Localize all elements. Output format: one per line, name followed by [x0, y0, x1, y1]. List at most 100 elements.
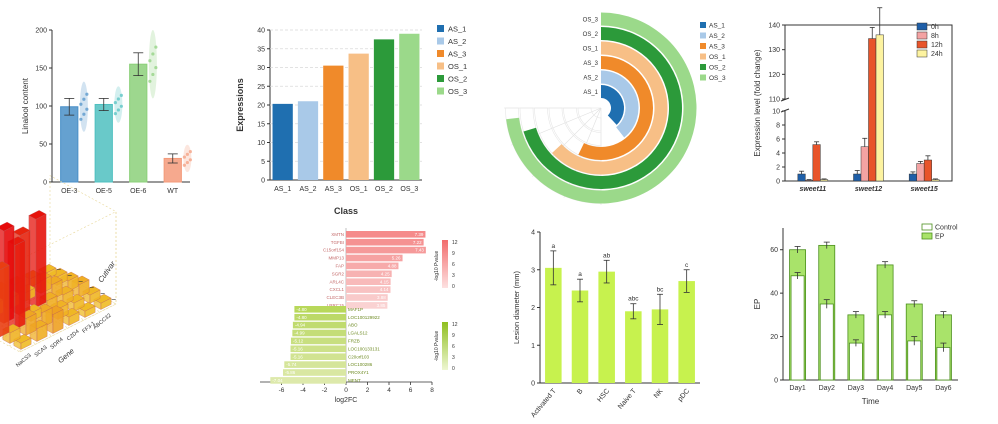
x-tick-label: sweet12 — [855, 186, 882, 193]
bar-up-TGFBI — [346, 238, 424, 246]
data-point — [148, 59, 152, 63]
gene-label-up: LRRC15 — [327, 303, 345, 308]
colorbar-up-tick: 6 — [452, 262, 455, 268]
x-tick-label: OE-5 — [96, 188, 112, 195]
data-point — [185, 160, 189, 165]
legend-swatch-OS_1 — [700, 53, 706, 60]
colorbar-up-tick: 3 — [452, 273, 455, 279]
gene-label-up: C15orf154 — [323, 248, 345, 253]
gene-label-down: MAF1P — [348, 307, 363, 312]
y-tick-label: 0 — [261, 178, 265, 185]
bar-OS_3 — [399, 33, 420, 180]
legend-label-OS_1: OS_1 — [709, 54, 726, 61]
panel-lesion-diameter: 0 1 2 3 4 Lesion diameter (mm) a Activated T a Ba… — [512, 230, 700, 419]
colorbar-up-tick: 9 — [452, 251, 455, 257]
y-axis-title: EP — [753, 299, 762, 310]
panel-sweet-fold-change: 0 2 4 6 8 10 110 120 130 140 Expression level (fol… — [753, 7, 953, 193]
bar-NK — [651, 309, 669, 383]
bar-HSC — [598, 271, 615, 383]
bar-down-LOC100129922 — [294, 313, 346, 321]
gene-tick-label: NaCS3 — [15, 353, 32, 369]
gene-label-down: FRZB — [348, 339, 360, 344]
legend-label-0h: 0h — [931, 24, 939, 31]
bar-sweet12-8h — [860, 146, 869, 182]
significance-letter: a — [552, 243, 556, 250]
radial-label-AS_3: AS_3 — [583, 61, 598, 67]
bar-sweet11-0h — [797, 173, 806, 182]
x-tick-label: -2 — [322, 387, 328, 394]
panel-expressions-class: 0 5 10 15 20 25 30 35 40 Expressions Class AS_1 AS_2… — [235, 25, 467, 217]
bar-control-Day3 — [848, 342, 863, 381]
bar-AS_3 — [323, 65, 344, 180]
x-tick-label: AS_1 — [274, 186, 291, 193]
y-axis-title: Expression level (fold change) — [753, 49, 762, 157]
colorbar-down-tick: 9 — [452, 333, 455, 339]
y-axis-title: Cutivar — [96, 259, 117, 284]
colorbar-up-tick: 0 — [452, 284, 455, 290]
gene-tick-label: ABCC32 — [92, 313, 112, 331]
x-tick-label: 8 — [430, 387, 434, 394]
x-axis-title: Gene — [56, 346, 76, 365]
y-tick-label: 140 — [768, 23, 780, 30]
legend-label-ep: EP — [935, 234, 945, 241]
radial-bar-AS_2 — [601, 70, 639, 138]
legend-swatch-AS_1 — [437, 25, 444, 32]
x-tick-label: Day5 — [906, 385, 922, 392]
y-tick-label: 120 — [768, 72, 780, 79]
bar3d-face-top — [13, 334, 32, 344]
value-label-down: -4.99 — [294, 331, 305, 336]
y-tick-label: 10 — [257, 140, 265, 147]
panel-3d-bars: 050100150200ExpressionNaCS3SCA3SDR4C2D4F… — [0, 175, 117, 369]
bar-up-CLEC3B — [346, 294, 388, 301]
gene-label-up: CXCL1 — [329, 287, 344, 292]
bar-control-Day4 — [878, 314, 893, 381]
legend-label-AS_3: AS_3 — [709, 44, 725, 51]
value-label-down: -5.74 — [286, 362, 297, 367]
data-point — [182, 163, 186, 167]
bar-Naive T — [625, 311, 642, 383]
bar3d-face-front — [35, 213, 47, 308]
y-tick-label: 0 — [531, 381, 535, 388]
x-tick-label: -4 — [300, 387, 306, 394]
bar3d-face-top — [12, 226, 31, 236]
y-tick-label: 3 — [531, 267, 535, 274]
radial-bar-AS_3 — [578, 56, 653, 161]
legend-swatch-12h — [916, 40, 928, 49]
value-label-up: 3.88 — [377, 295, 386, 300]
bar3d-face-top — [28, 210, 47, 220]
gene-label-down: LOC100133131 — [348, 346, 380, 351]
y-tick-label: 150 — [35, 66, 47, 73]
value-label-down: -7.04 — [272, 378, 283, 383]
y-tick-label: 20 — [770, 334, 778, 341]
data-point — [79, 102, 83, 106]
gene-label-up: TGFBI — [331, 240, 344, 245]
data-point — [113, 101, 117, 105]
y-tick-label: 0 — [776, 179, 780, 186]
data-point — [188, 150, 192, 154]
legend-swatch-OS_2 — [437, 75, 444, 82]
bar-pDC — [678, 281, 695, 383]
x-tick-label: HSC — [596, 388, 611, 404]
polar-grid-ring — [563, 107, 602, 146]
bar-sweet11-24h — [820, 179, 829, 182]
data-point — [154, 45, 158, 49]
value-label-down: -5.12 — [293, 339, 304, 344]
panel-ep-time: 0 20 40 60 EP Time Day1 Day2 Day3 Day4 Day5 Day6 Con… — [753, 223, 958, 406]
violin-shape — [148, 29, 157, 99]
bar-sweet12-24h — [875, 34, 884, 182]
x-tick-label: 0 — [344, 387, 348, 394]
legend-label-AS_1: AS_1 — [709, 23, 725, 30]
x-tick-label: OS_3 — [400, 186, 418, 193]
legend-label-12h: 12h — [931, 42, 943, 49]
data-point — [116, 108, 120, 112]
bar-Activated T — [545, 267, 562, 383]
legend-swatch-24h — [916, 49, 928, 58]
value-label-down: -5.86 — [285, 370, 296, 375]
legend-swatch-OS_1 — [437, 62, 444, 70]
bar-OE-3 — [60, 106, 79, 183]
x-tick-label: B — [576, 388, 585, 396]
value-label-up: 7.43 — [415, 248, 424, 253]
bar-AS_1 — [272, 103, 293, 180]
bar3d-face-front — [14, 240, 26, 330]
value-label-up: 5.26 — [392, 256, 401, 261]
